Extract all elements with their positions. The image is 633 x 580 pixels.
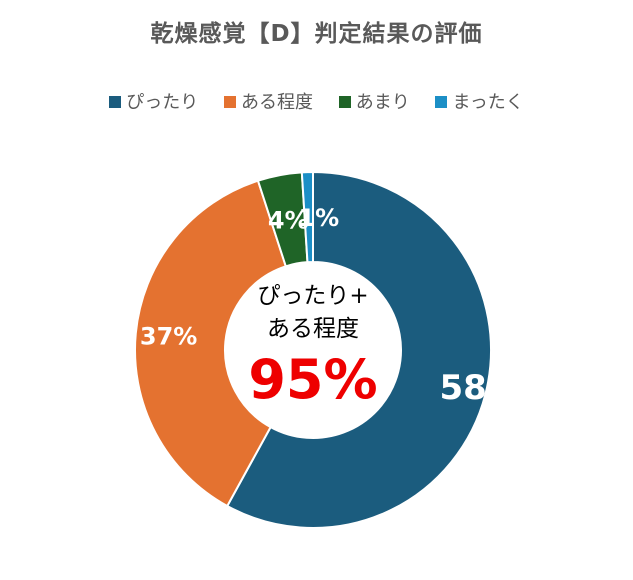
- legend-swatch-mattaku: [435, 96, 448, 108]
- chart-legend: ぴったり ある程度 あまり まったく: [0, 88, 633, 114]
- data-label-mattaku: 1%: [298, 204, 339, 232]
- legend-item-aru-teido: ある程度: [223, 88, 313, 114]
- legend-label-pittari: ぴったり: [126, 92, 199, 113]
- data-label-aru-teido: 37%: [140, 322, 197, 350]
- legend-item-amari: あまり: [338, 88, 410, 114]
- legend-label-mattaku: まったく: [452, 92, 524, 113]
- center-label-line2: ある程度: [267, 316, 359, 342]
- donut-slice-labels: 58% 37% 4%1%: [140, 204, 521, 408]
- legend-swatch-aru-teido: [223, 96, 236, 108]
- data-label-pittari: 58%: [440, 368, 521, 408]
- legend-item-pittari: ぴったり: [109, 88, 198, 114]
- legend-label-aru-teido: ある程度: [240, 92, 313, 113]
- legend-label-amari: あまり: [355, 92, 410, 113]
- donut-slices: [134, 170, 492, 529]
- center-value: 95%: [248, 348, 377, 411]
- center-label-line1: ぴったり+: [257, 283, 368, 309]
- donut-slice-aru-teido: [134, 179, 288, 508]
- donut-slice-mattaku: [300, 170, 314, 264]
- legend-swatch-pittari: [109, 96, 122, 108]
- legend-swatch-amari: [338, 96, 351, 108]
- chart-title: 乾燥感覚【D】判定結果の評価: [150, 21, 483, 47]
- legend-item-mattaku: まったく: [435, 88, 524, 114]
- donut-slice-pittari: [225, 170, 492, 529]
- data-label-amari: 4%: [268, 206, 309, 234]
